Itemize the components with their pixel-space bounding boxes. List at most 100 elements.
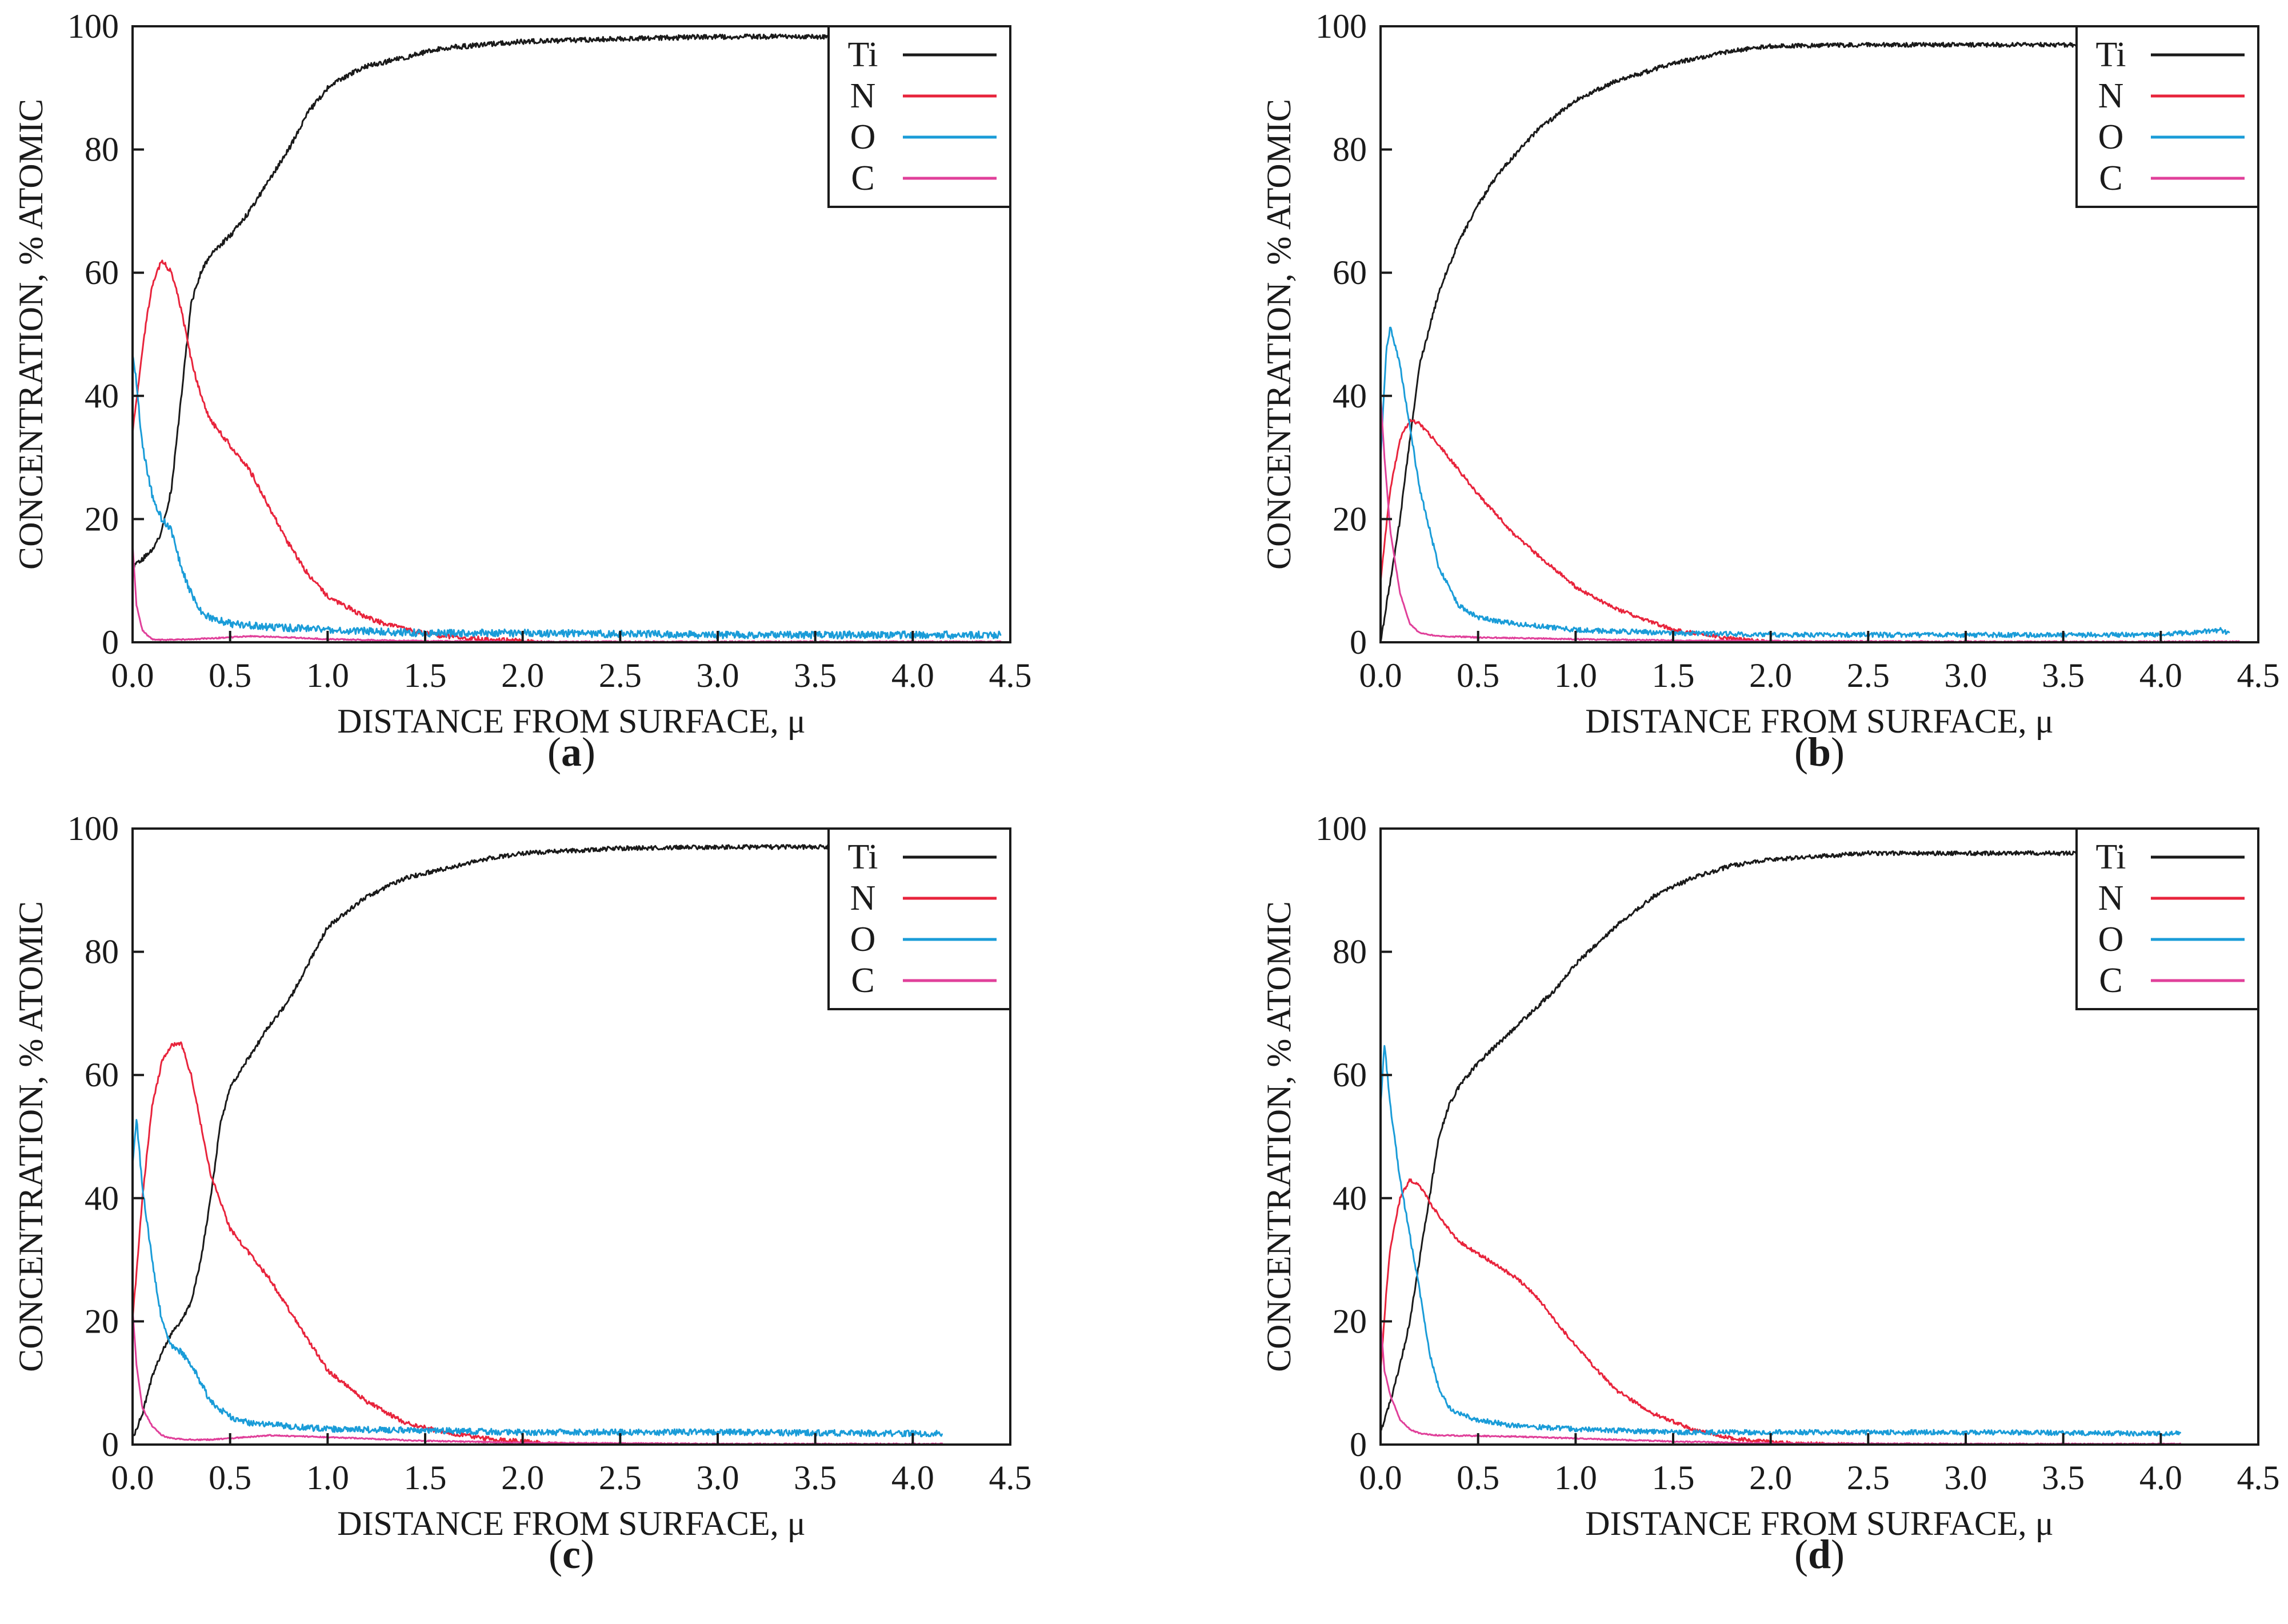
y-tick-label: 40 xyxy=(1333,377,1367,415)
y-tick-label: 80 xyxy=(1333,131,1367,169)
legend-label-o: O xyxy=(2098,920,2124,959)
legend-label-ti: Ti xyxy=(848,35,878,74)
x-tick-label: 2.5 xyxy=(1847,1459,1890,1497)
chart-panel-b: 0.0 0.5 1.0 1.5 2.0 2.5 3.0 3.5 4.0 4.5 0 20 40 60 80 1… xyxy=(1260,7,2280,775)
series-line-c xyxy=(131,1309,943,1446)
x-tick-label: 1.5 xyxy=(404,1459,447,1497)
x-axis-title: DISTANCE FROM SURFACE, μ xyxy=(337,1505,806,1542)
legend-label-c: C xyxy=(851,961,874,1000)
legend-box xyxy=(827,827,1011,1010)
legend-label-o: O xyxy=(850,920,876,959)
x-tick-label: 2.0 xyxy=(501,1459,544,1497)
y-tick-label: 40 xyxy=(85,377,119,415)
x-tick-label: 1.5 xyxy=(1652,1459,1695,1497)
y-tick-label: 20 xyxy=(85,500,119,538)
x-tick-label: 0.5 xyxy=(209,1459,251,1497)
y-tick-label: 0 xyxy=(102,1426,119,1463)
series-line-o xyxy=(1379,326,2230,638)
y-tick-label: 100 xyxy=(1315,810,1367,847)
x-tick-label: 4.5 xyxy=(989,657,1032,694)
series-line-n xyxy=(131,259,543,643)
y-tick-label: 0 xyxy=(1350,623,1367,661)
legend-label-o: O xyxy=(2098,118,2124,157)
x-tick-label: 2.0 xyxy=(501,657,544,694)
panel-caption: (d) xyxy=(1794,1531,1845,1577)
x-tick-label: 4.0 xyxy=(2139,1459,2182,1497)
x-tick-label: 0.0 xyxy=(111,1459,154,1497)
legend-label-n: N xyxy=(2098,879,2124,918)
legend-label-ti: Ti xyxy=(848,838,878,877)
y-axis-title: CONCENTRATION, % ATOMIC xyxy=(12,99,50,570)
legend-label-c: C xyxy=(2099,159,2122,198)
chart-panel-a: 0.0 0.5 1.0 1.5 2.0 2.5 3.0 3.5 4.0 4.5 0 20 40 60 80 1… xyxy=(12,7,1032,775)
x-tick-label: 1.5 xyxy=(404,657,447,694)
legend-label-c: C xyxy=(2099,961,2122,1000)
x-tick-label: 4.5 xyxy=(989,1459,1032,1497)
legend-label-ti: Ti xyxy=(2096,838,2126,877)
series-line-ti xyxy=(131,33,836,571)
x-axis-title: DISTANCE FROM SURFACE, μ xyxy=(1585,702,2054,740)
x-tick-label: 1.5 xyxy=(1652,657,1695,694)
y-tick-label: 100 xyxy=(67,7,119,45)
x-tick-label: 4.5 xyxy=(2237,1459,2280,1497)
y-tick-label: 60 xyxy=(1333,1056,1367,1094)
panel-caption: (a) xyxy=(547,729,595,775)
y-tick-label: 100 xyxy=(67,810,119,847)
x-axis-title: DISTANCE FROM SURFACE, μ xyxy=(337,702,806,740)
x-tick-label: 2.5 xyxy=(599,657,642,694)
y-tick-label: 0 xyxy=(102,623,119,661)
y-tick-label: 40 xyxy=(1333,1179,1367,1217)
x-tick-label: 1.0 xyxy=(306,657,349,694)
x-tick-label: 2.0 xyxy=(1749,1459,1792,1497)
series-line-o xyxy=(131,354,1002,639)
y-axis-title: CONCENTRATION, % ATOMIC xyxy=(1260,99,1298,570)
y-axis-title: CONCENTRATION, % ATOMIC xyxy=(12,901,50,1372)
series-line-ti xyxy=(1379,42,2084,643)
x-tick-label: 0.0 xyxy=(1359,1459,1402,1497)
x-tick-label: 1.0 xyxy=(306,1459,349,1497)
legend-label-c: C xyxy=(851,159,874,198)
series-line-o xyxy=(1379,1045,2181,1437)
y-tick-label: 40 xyxy=(85,1179,119,1217)
y-tick-label: 60 xyxy=(1333,254,1367,291)
y-tick-label: 20 xyxy=(1333,500,1367,538)
x-tick-label: 2.5 xyxy=(1847,657,1890,694)
series-line-c xyxy=(1379,395,2240,643)
panel-caption: (b) xyxy=(1794,729,1845,775)
panel-caption: (c) xyxy=(549,1531,594,1577)
x-tick-label: 3.0 xyxy=(1945,657,1987,694)
series-line-n xyxy=(1379,1178,1850,1446)
y-tick-label: 100 xyxy=(1315,7,1367,45)
x-axis-title: DISTANCE FROM SURFACE, μ xyxy=(1585,1505,2054,1542)
x-tick-label: 3.5 xyxy=(2042,1459,2085,1497)
y-tick-label: 80 xyxy=(1333,933,1367,971)
y-tick-label: 20 xyxy=(85,1302,119,1340)
y-tick-label: 60 xyxy=(85,254,119,291)
y-tick-label: 20 xyxy=(1333,1302,1367,1340)
chart-panel-c: 0.0 0.5 1.0 1.5 2.0 2.5 3.0 3.5 4.0 4.5 0 20 40 60 80 1… xyxy=(12,810,1032,1577)
x-tick-label: 4.0 xyxy=(891,1459,934,1497)
x-tick-label: 4.5 xyxy=(2237,657,2280,694)
x-tick-label: 0.5 xyxy=(209,657,251,694)
x-tick-label: 0.0 xyxy=(111,657,154,694)
axis-frame xyxy=(1379,25,2259,643)
series-line-ti xyxy=(131,844,836,1438)
axis-frame xyxy=(131,25,1011,643)
axis-frame xyxy=(1379,827,2259,1446)
y-tick-label: 0 xyxy=(1350,1426,1367,1463)
legend-label-n: N xyxy=(2098,77,2124,115)
series-line-n xyxy=(131,1041,563,1446)
series-line-o xyxy=(131,1119,943,1438)
legend-box xyxy=(2075,25,2259,208)
x-tick-label: 4.0 xyxy=(891,657,934,694)
y-tick-label: 60 xyxy=(85,1056,119,1094)
legend-box xyxy=(827,25,1011,208)
x-tick-label: 2.5 xyxy=(599,1459,642,1497)
x-tick-label: 0.5 xyxy=(1457,1459,1499,1497)
legend-label-n: N xyxy=(850,879,876,918)
